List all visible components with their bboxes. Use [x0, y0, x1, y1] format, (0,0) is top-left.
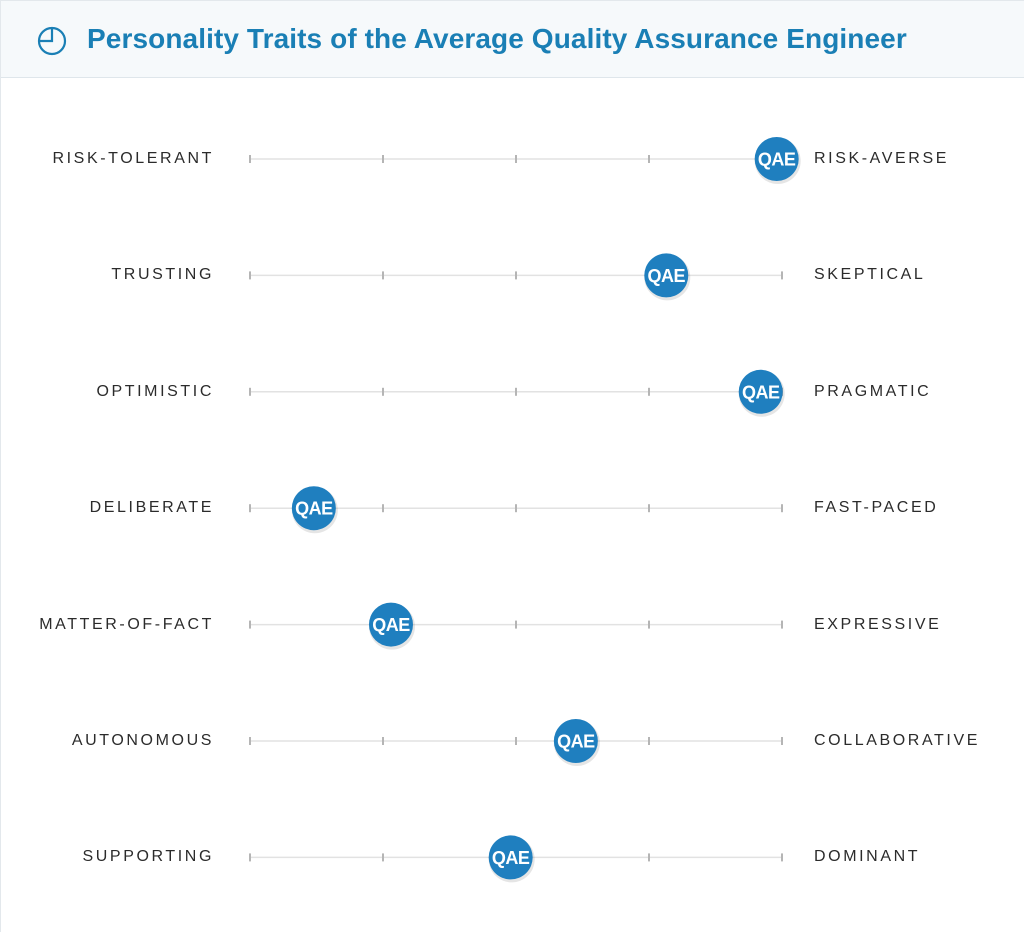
- pie-chart-icon: [37, 26, 67, 56]
- traits-chart: QAE QAE QAE QAE QAE QAE QAE: [249, 137, 801, 883]
- marker-label: QAE: [557, 732, 595, 752]
- trait-marker: [738, 369, 783, 414]
- trait-right-label: EXPRESSIVE: [814, 615, 942, 633]
- marker-label: QAE: [758, 150, 796, 170]
- trait-marker: [291, 486, 336, 531]
- trait-left-label: AUTONOMOUS: [71, 732, 214, 749]
- marker-label: QAE: [372, 615, 410, 635]
- trait-row: QAE: [249, 486, 783, 534]
- marker-label: QAE: [742, 382, 780, 402]
- trait-marker: [488, 835, 533, 880]
- trait-left-label: RISK-TOLERANT: [52, 150, 214, 167]
- trait-right-label: PRAGMATIC: [814, 382, 932, 400]
- trait-left-label: TRUSTING: [111, 266, 214, 284]
- trait-right-label: DOMINANT: [814, 848, 921, 866]
- trait-left-label: MATTER-OF-FACT: [39, 615, 214, 633]
- trait-left-label: OPTIMISTIC: [96, 382, 214, 400]
- trait-row: QAE: [249, 602, 783, 650]
- trait-right-label: SKEPTICAL: [814, 266, 926, 284]
- trait-row: QAE: [249, 369, 785, 417]
- trait-marker: [754, 137, 799, 181]
- card-header: Personality Traits of the Average Qualit…: [1, 1, 1024, 78]
- trait-marker: [553, 719, 598, 763]
- marker-label: QAE: [492, 848, 530, 868]
- marker-label: QAE: [648, 266, 686, 286]
- trait-right-label: FAST-PACED: [814, 499, 939, 517]
- trait-right-label: RISK-AVERSE: [814, 150, 949, 167]
- trait-right-label: COLLABORATIVE: [814, 732, 980, 749]
- trait-row: QAE: [249, 137, 801, 184]
- trait-row: QAE: [249, 835, 783, 883]
- trait-row: QAE: [249, 253, 783, 301]
- trait-left-label: SUPPORTING: [82, 848, 214, 866]
- trait-left-label: DELIBERATE: [89, 499, 214, 517]
- trait-row: QAE: [249, 719, 783, 766]
- marker-label: QAE: [295, 499, 333, 519]
- chart-title: Personality Traits of the Average Qualit…: [87, 23, 907, 54]
- trait-marker: [368, 602, 413, 647]
- trait-marker: [644, 253, 689, 298]
